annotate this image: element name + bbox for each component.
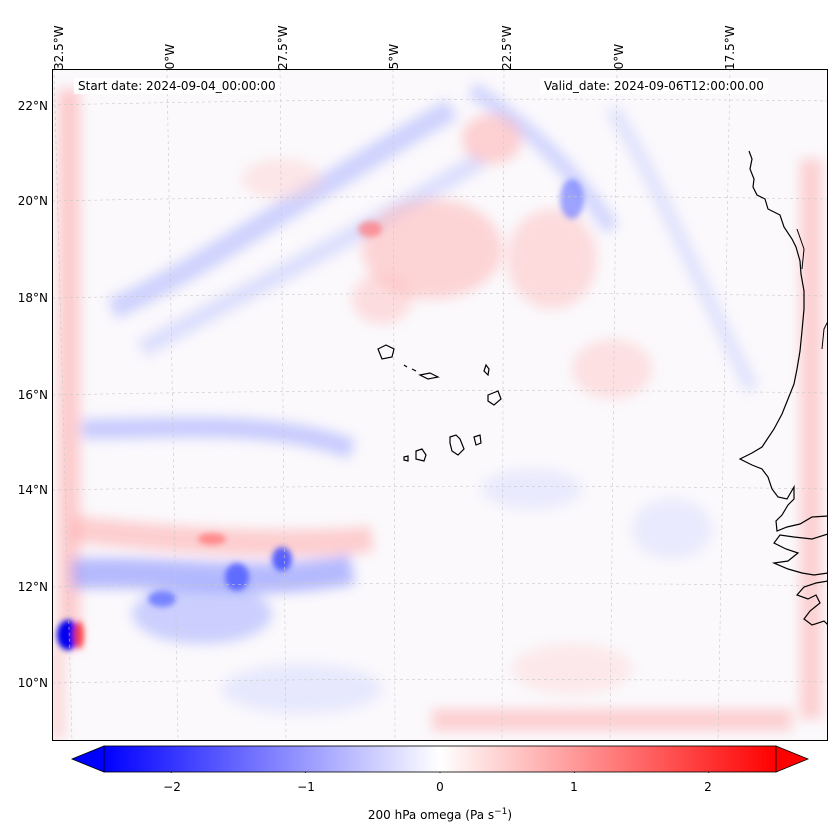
graticule [52,69,828,741]
lat-label-18n: 18°N [17,291,48,305]
colorbar-tick-label: 0 [436,780,444,794]
lon-label-27-5w: 27.5°W [276,25,290,70]
africa-coastline [738,150,828,532]
right-edge-coast [821,320,828,350]
colorbar-ticks [170,772,710,773]
colorbar-units-exponent: −1 [494,807,508,817]
lon-label-22-5w: 22.5°W [500,25,514,70]
map-frame [52,69,828,741]
colorbar-tick-label: 2 [704,780,712,794]
colorbar [70,745,810,773]
colorbar-title: 200 hPa omega (Pa s−1) [367,807,513,822]
omega-field-sharp [57,179,584,650]
africa-coastline-south [771,533,828,576]
lat-label-22n: 22°N [17,99,48,113]
colorbar-tick-label: −2 [163,780,181,794]
colorbar-tick-label: 1 [570,780,578,794]
omega-map [52,69,828,741]
colorbar-variable: 200 hPa omega [367,808,462,822]
lat-label-14n: 14°N [17,483,48,497]
africa-coastline-north-edge [796,228,805,270]
colorbar-units: Pa s [469,808,495,822]
colorbar-extend-left [70,745,105,773]
omega-field [52,82,822,739]
africa-coastline-guinea [795,580,828,626]
start-date-label: Start date: 2024-09-04_00:00:00 [74,78,280,94]
lat-label-16n: 16°N [17,388,48,402]
cape-verde-islands [377,344,502,462]
lon-label-17-5w: 17.5°W [723,25,737,70]
valid-date-label: Valid_date: 2024-09-06T12:00:00.00 [540,78,768,94]
lat-label-12n: 12°N [17,580,48,594]
colorbar-extend-right [775,745,810,773]
lat-label-20n: 20°N [17,194,48,208]
colorbar-tick-label: −1 [297,780,315,794]
lat-label-10n: 10°N [17,676,48,690]
lon-label-32-5w: 32.5°W [52,25,66,70]
colorbar-body [103,745,777,773]
